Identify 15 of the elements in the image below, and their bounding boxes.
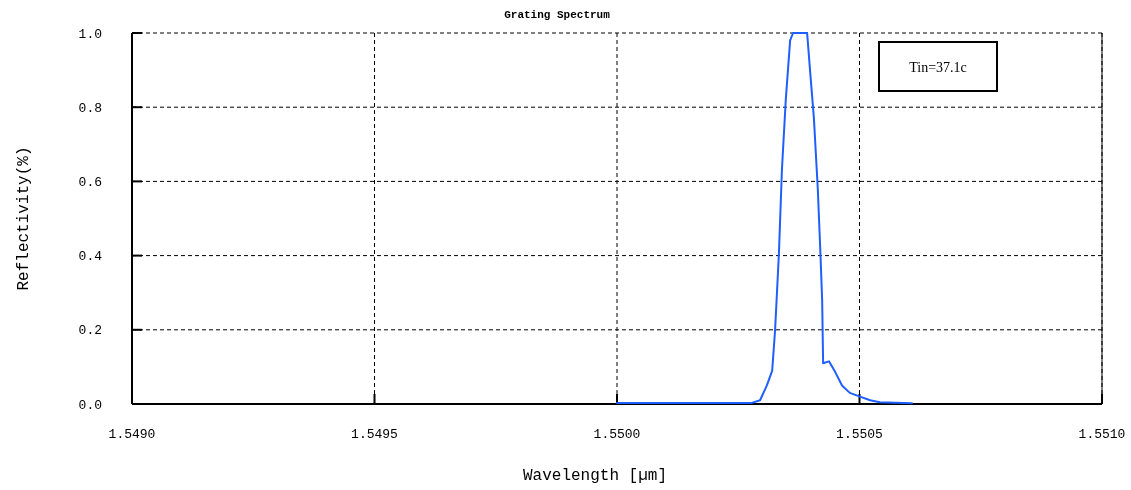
x-tick-label: 1.5505 — [836, 427, 883, 442]
x-tick-label: 1.5495 — [351, 427, 398, 442]
y-tick-label: 0.8 — [78, 100, 102, 116]
x-tick-label: 1.5510 — [1078, 427, 1126, 442]
x-tick-label: 1.5490 — [108, 427, 156, 442]
x-axis-title: Wavelength [µm] — [522, 467, 668, 485]
chart-title: Grating Spectrum — [504, 9, 611, 21]
y-axis-title: Reflectivity(%) — [15, 146, 33, 291]
y-tick-label: 0.4 — [78, 249, 103, 265]
y-tick-label: 0.0 — [78, 397, 102, 413]
y-tick-label: 1.0 — [78, 26, 102, 42]
y-tick-label: 0.6 — [78, 174, 102, 190]
x-tick-label: 1.5500 — [593, 427, 641, 442]
y-tick-label: 0.2 — [78, 323, 102, 339]
annotation: Tin=37.1c — [909, 59, 967, 75]
